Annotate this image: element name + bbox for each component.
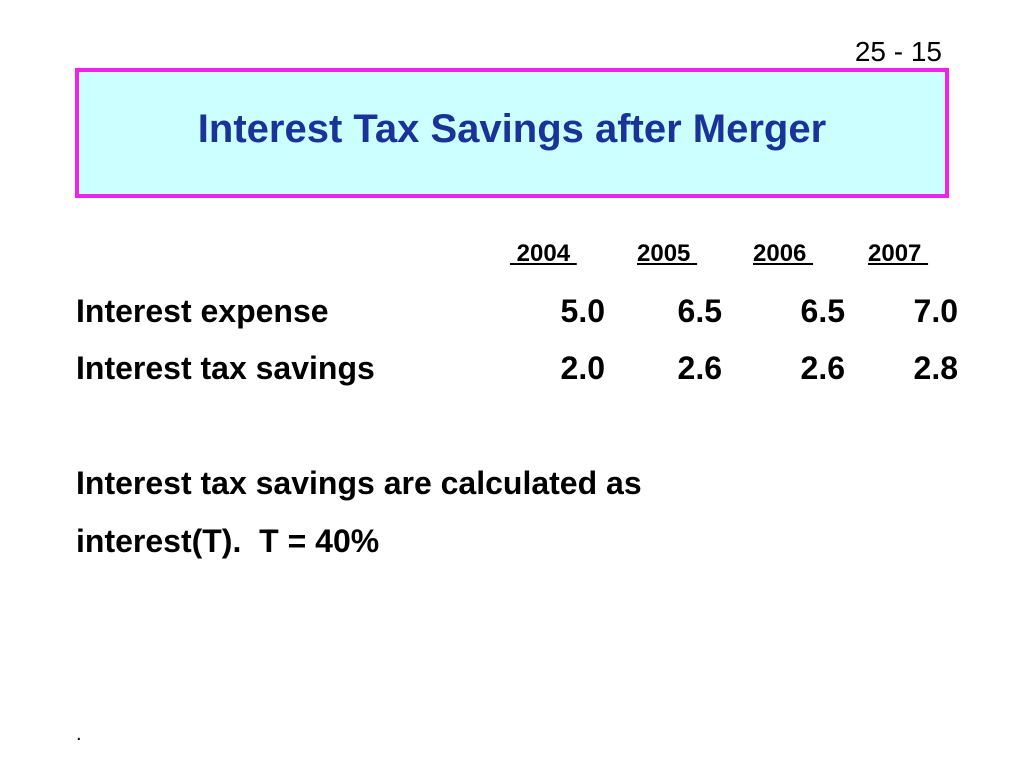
row-label-interest-expense: Interest expense: [76, 293, 329, 329]
table-cell: 5.0: [560, 293, 605, 329]
footer-dot: .: [76, 723, 82, 745]
table-cell: 2.8: [913, 350, 958, 386]
table-cell: 6.5: [677, 293, 722, 329]
year-header-2005: 2005: [637, 240, 698, 267]
page-title: Interest Tax Savings after Merger: [197, 106, 827, 151]
table-cell: 6.5: [800, 293, 845, 329]
note-line-2: interest(T). T = 40%: [76, 523, 380, 559]
table-cell: 2.6: [800, 350, 845, 386]
table-cell: 2.6: [677, 350, 722, 386]
year-header-2007: 2007: [868, 240, 929, 267]
slide-number: 25 - 15: [854, 36, 942, 67]
note-line-1: Interest tax savings are calculated as: [76, 465, 642, 501]
year-header-2004: 2004: [510, 240, 577, 267]
title-box: Interest Tax Savings after Merger: [75, 68, 949, 198]
table-cell: 7.0: [913, 293, 958, 329]
table-cell: 2.0: [560, 350, 605, 386]
row-label-interest-tax-savings: Interest tax savings: [76, 350, 375, 386]
year-header-2006: 2006: [753, 240, 814, 267]
